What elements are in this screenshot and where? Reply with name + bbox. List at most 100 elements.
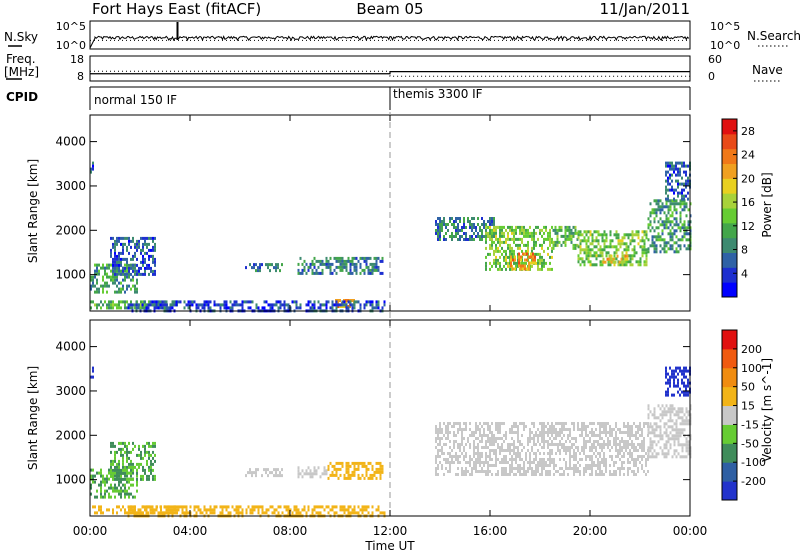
data-cell — [523, 467, 525, 470]
data-cell — [499, 249, 501, 253]
data-cell — [551, 458, 553, 461]
data-cell — [541, 461, 543, 464]
data-cell — [495, 243, 497, 247]
data-cell — [463, 428, 465, 431]
data-cell — [241, 508, 244, 512]
data-cell — [116, 254, 118, 258]
data-cell — [363, 268, 366, 272]
data-cell — [556, 234, 559, 238]
data-cell — [503, 470, 505, 473]
data-cell — [557, 422, 559, 425]
data-cell — [667, 188, 669, 192]
data-cell — [623, 461, 625, 464]
data-cell — [159, 505, 162, 509]
data-cell — [604, 260, 607, 264]
data-cell — [90, 468, 92, 472]
data-cell — [100, 492, 102, 496]
data-cell — [174, 511, 176, 515]
data-cell — [341, 305, 343, 308]
data-cell — [541, 425, 543, 428]
data-cell — [303, 259, 306, 263]
data-cell — [347, 271, 350, 275]
data-cell — [685, 369, 687, 373]
data-cell — [572, 246, 575, 250]
data-cell — [655, 202, 658, 206]
data-cell — [435, 437, 437, 440]
data-cell — [627, 428, 629, 431]
data-cell — [126, 480, 128, 484]
data-cell — [579, 263, 582, 267]
data-cell — [669, 407, 672, 411]
data-cell — [461, 473, 463, 476]
data-cell — [487, 425, 489, 428]
data-cell — [345, 259, 348, 263]
data-cell — [657, 226, 660, 230]
data-cell — [613, 263, 616, 267]
data-cell — [573, 473, 575, 476]
data-cell — [581, 425, 583, 428]
data-cell — [473, 226, 475, 229]
data-cell — [140, 251, 142, 255]
data-cell — [351, 461, 354, 465]
data-cell — [134, 245, 136, 249]
data-cell — [535, 443, 537, 446]
data-cell — [92, 505, 94, 509]
data-cell — [659, 244, 662, 248]
data-cell — [325, 303, 328, 307]
data-cell — [455, 422, 457, 425]
data-cell — [643, 449, 645, 452]
data-cell — [645, 263, 648, 267]
data-cell — [345, 265, 348, 269]
data-cell — [527, 246, 529, 250]
data-cell — [647, 446, 650, 450]
data-cell — [221, 508, 224, 512]
data-cell — [152, 257, 154, 261]
data-cell — [529, 455, 531, 458]
data-cell — [583, 251, 586, 255]
data-cell — [106, 480, 108, 484]
data-cell — [687, 381, 689, 385]
data-cell — [687, 191, 689, 195]
data-cell — [279, 471, 281, 475]
x-tick-label: 12:00 — [373, 524, 408, 538]
data-cell — [657, 235, 660, 239]
data-cell — [651, 238, 654, 242]
data-cell — [481, 446, 483, 449]
data-cell — [116, 462, 118, 466]
data-cell — [647, 449, 650, 453]
data-cell — [685, 232, 688, 236]
data-cell — [287, 303, 290, 307]
data-cell — [653, 455, 656, 459]
data-cell — [521, 240, 523, 244]
data-cell — [675, 410, 678, 414]
data-cell — [677, 179, 679, 183]
data-cell — [491, 437, 493, 440]
data-cell — [138, 453, 140, 457]
y-tick-label: 3000 — [55, 179, 86, 193]
data-cell — [469, 455, 471, 458]
data-cell — [543, 452, 545, 455]
data-cell — [130, 257, 132, 261]
data-cell — [667, 161, 669, 165]
data-cell — [657, 425, 660, 429]
station-title: Fort Hays East (fitACF) — [92, 0, 261, 18]
data-cell — [587, 248, 590, 252]
data-cell — [213, 303, 216, 307]
data-cell — [112, 306, 114, 310]
data-cell — [561, 437, 563, 440]
data-cell — [491, 458, 493, 461]
data-cell — [677, 238, 680, 242]
data-cell — [349, 265, 352, 269]
data-cell — [495, 452, 497, 455]
data-cell — [543, 264, 545, 268]
data-cell — [335, 303, 338, 307]
data-cell — [543, 464, 545, 467]
data-cell — [209, 511, 212, 515]
data-cell — [543, 431, 545, 434]
data-cell — [619, 458, 621, 461]
data-cell — [154, 453, 156, 457]
data-cell — [653, 440, 656, 444]
data-cell — [455, 226, 457, 229]
data-cell — [138, 242, 140, 246]
data-cell — [669, 425, 672, 429]
